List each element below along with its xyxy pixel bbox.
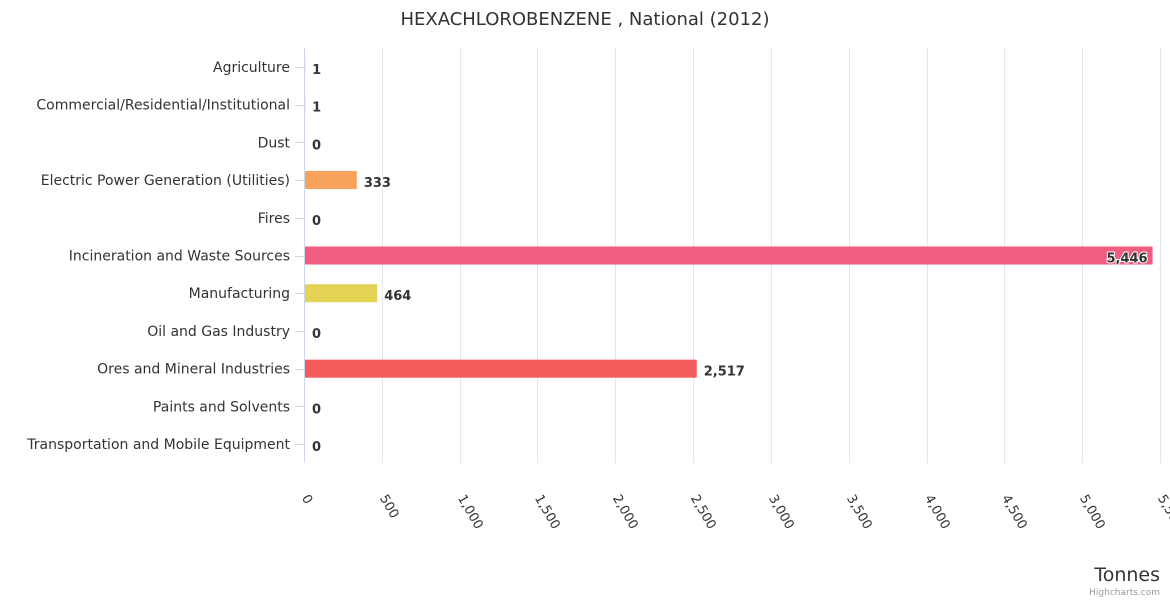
- bar[interactable]: [305, 247, 1153, 265]
- chart-title: HEXACHLOROBENZENE , National (2012): [400, 9, 769, 30]
- data-label: 0: [312, 327, 321, 342]
- data-label: 5,446: [1106, 252, 1147, 267]
- category-label: Ores and Mineral Industries: [97, 362, 290, 378]
- category-label: Oil and Gas Industry: [147, 324, 290, 340]
- data-label: 464: [384, 289, 411, 304]
- data-label: 0: [312, 214, 321, 229]
- data-label: 0: [312, 440, 321, 455]
- category-label: Agriculture: [213, 60, 290, 76]
- category-label: Electric Power Generation (Utilities): [41, 173, 290, 189]
- category-label: Fires: [258, 211, 290, 227]
- x-axis-title: Tonnes: [1093, 564, 1160, 586]
- category-label: Paints and Solvents: [153, 399, 290, 415]
- data-label: 1: [312, 101, 321, 116]
- category-label: Dust: [258, 135, 291, 151]
- bar[interactable]: [305, 360, 697, 378]
- credits-link[interactable]: Highcharts.com: [1089, 588, 1160, 598]
- data-label: 1: [312, 63, 321, 78]
- data-label: 333: [364, 176, 391, 191]
- data-label: 0: [312, 138, 321, 153]
- bar[interactable]: [305, 171, 357, 189]
- bar[interactable]: [305, 284, 377, 302]
- data-label: 0: [312, 402, 321, 417]
- category-label: Incineration and Waste Sources: [69, 249, 290, 265]
- data-label: 2,517: [704, 365, 745, 380]
- category-label: Transportation and Mobile Equipment: [26, 437, 290, 453]
- category-label: Manufacturing: [189, 286, 290, 302]
- category-label: Commercial/Residential/Institutional: [36, 98, 290, 114]
